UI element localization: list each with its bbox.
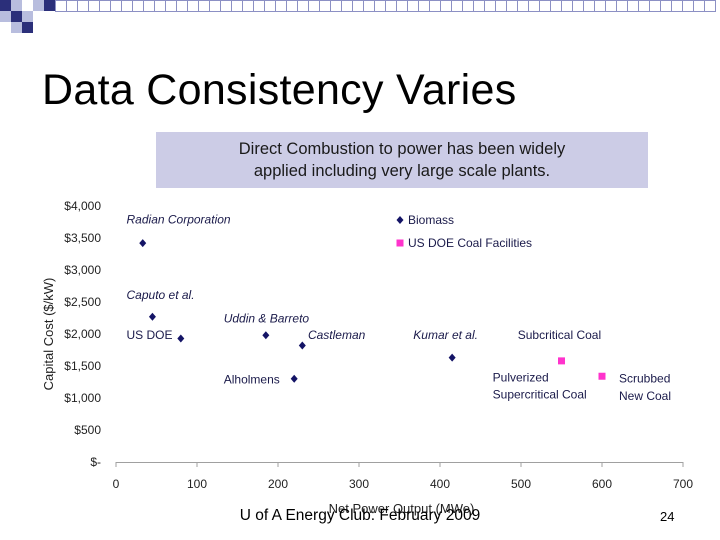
header-square: [0, 11, 11, 22]
callout-line: applied including very large scale plant…: [253, 162, 551, 180]
point-annotation: US DOE: [127, 328, 173, 342]
biomass-point: [177, 334, 185, 343]
slide-title: Data Consistency Varies: [42, 66, 517, 114]
chart-axes: 0 100 200 300 400 500 600 700 $- $500 $1,000 $1,500…: [41, 199, 693, 516]
point-annotation: Uddin & Barreto: [224, 311, 310, 325]
y-tick-label: $2,500: [64, 295, 101, 309]
x-tick-label: 200: [268, 477, 288, 491]
y-tick-label: $500: [74, 423, 101, 437]
point-annotation: Alholmens: [224, 372, 280, 386]
x-tick-label: 600: [592, 477, 612, 491]
legend-marker-coal: [396, 239, 404, 247]
page-number: 24: [660, 509, 675, 524]
coal-point: [598, 372, 606, 380]
x-tick-label: 0: [113, 477, 120, 491]
legend-label: Biomass: [408, 213, 454, 227]
footer-text: U of A Energy Club: February 2009: [239, 507, 481, 524]
chart-marks: [139, 239, 606, 383]
y-tick-label: $1,500: [64, 359, 101, 373]
header-square: [44, 0, 55, 11]
point-annotation: Castleman: [308, 328, 366, 342]
x-tick-label: 500: [511, 477, 531, 491]
biomass-point: [298, 341, 306, 350]
biomass-point: [262, 331, 270, 340]
biomass-point: [290, 374, 298, 383]
x-axis-title: Net Power Output (MWe): [329, 501, 475, 516]
point-annotation: Kumar et al.: [413, 328, 478, 342]
x-tick-label: 700: [673, 477, 693, 491]
y-axis-title: Capital Cost ($/kW): [41, 278, 56, 391]
x-tick-label: 100: [187, 477, 207, 491]
header-grid: [55, 0, 716, 12]
y-tick-label: $4,000: [64, 199, 101, 213]
point-annotation: Radian Corporation: [127, 212, 231, 226]
y-tick-label: $1,000: [64, 391, 101, 405]
legend-label: US DOE Coal Facilities: [408, 236, 532, 250]
header-decoration: [0, 0, 716, 33]
y-tick-label: $2,000: [64, 327, 101, 341]
y-tick-label: $3,500: [64, 231, 101, 245]
header-square: [22, 11, 33, 22]
point-annotation: Pulverized: [493, 370, 549, 384]
x-tick-label: 400: [430, 477, 450, 491]
header-square: [11, 0, 22, 11]
legend-marker-biomass: [396, 216, 404, 224]
coal-point: [558, 357, 565, 365]
point-annotation: Subcritical Coal: [518, 328, 601, 342]
callout-box: Direct Combustion to power has been wide…: [156, 132, 648, 188]
header-square: [0, 0, 11, 11]
y-tick-label: $-: [90, 455, 101, 469]
biomass-point: [148, 312, 156, 321]
header-square: [11, 22, 22, 33]
point-annotation: New Coal: [619, 389, 671, 403]
biomass-point: [448, 353, 456, 362]
callout-line: Direct Combustion to power has been wide…: [238, 140, 566, 158]
header-square: [33, 0, 44, 11]
chart-annotations: Radian Corporation Caputo et al. US DOE Udd…: [127, 212, 672, 403]
header-square: [22, 22, 33, 33]
chart-legend: Biomass US DOE Coal Facilities: [396, 213, 532, 250]
point-annotation: Supercritical Coal: [493, 388, 587, 402]
header-square: [11, 11, 22, 22]
biomass-point: [139, 239, 147, 248]
y-tick-label: $3,000: [64, 263, 101, 277]
x-tick-label: 300: [349, 477, 369, 491]
point-annotation: Caputo et al.: [127, 288, 195, 302]
point-annotation: Scrubbed: [619, 372, 670, 386]
